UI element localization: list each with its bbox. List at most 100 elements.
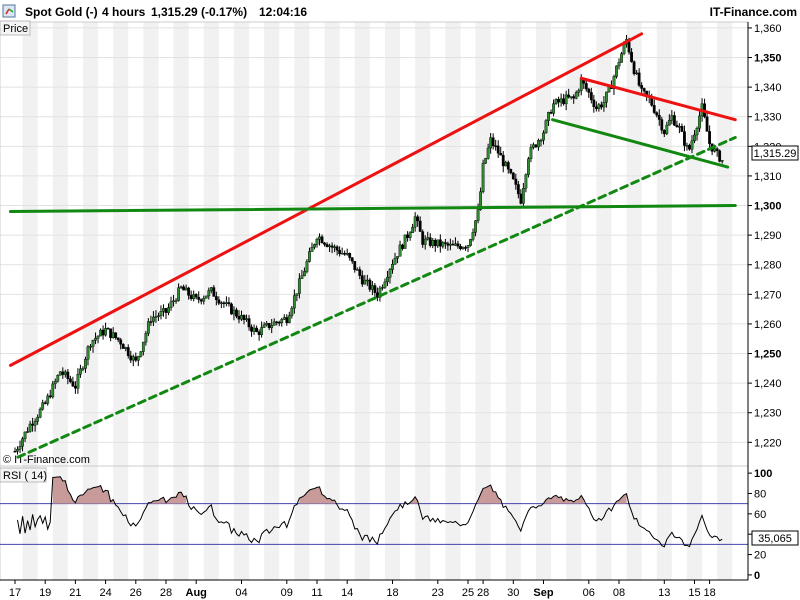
candle-body [685,145,689,147]
candle-body [280,319,284,323]
candle [136,355,140,367]
candle [94,332,97,345]
rsi-date-stripe [717,466,733,580]
candle-body [194,294,198,298]
candle-body [272,321,276,326]
price-tick-label: 1,230 [754,408,782,420]
candle-body [617,62,621,67]
candle-body [381,287,384,289]
candle-body [597,104,601,109]
candle [174,298,178,304]
date-stripe [173,22,189,466]
candle [335,245,339,256]
price-tick-label: 1,270 [754,289,782,301]
candle-body [705,116,709,132]
candle [323,241,326,247]
candle-body [197,296,201,300]
candle [187,286,191,300]
candle-body [48,395,52,398]
candle [383,278,387,289]
candle-body [413,216,417,228]
candle [310,242,314,252]
candle-body [657,114,661,120]
trendline-green-horizontal-support [8,204,737,213]
candle-body [328,245,331,248]
rsi-tick-label: 60 [754,509,766,521]
candle-body [655,112,659,116]
candle-body [469,239,472,246]
candle-body [277,322,281,324]
candle-body [182,286,186,291]
candle-body [94,337,97,341]
candle [305,259,309,274]
candle [577,88,581,97]
candle-body [333,246,337,249]
candle-body [451,243,455,246]
candle [720,160,724,164]
rsi-date-stripe [686,466,703,580]
candle-body [18,446,22,450]
candle [194,293,198,300]
candle-body [144,333,148,343]
candle [693,130,696,144]
candle [26,427,29,433]
candle-body [292,295,296,309]
candle-body [496,145,500,154]
candle-body [433,239,437,247]
candle-body [547,112,550,121]
candle-body [119,339,123,345]
rsi-tick-label: 100 [754,468,772,480]
candle [657,109,661,126]
candle-body [76,374,80,389]
date-stripe [505,22,521,466]
price-panel-tab[interactable] [0,20,31,36]
candle-body [232,309,236,315]
candle [144,330,148,346]
rsi-tick-label: 0 [754,570,760,582]
candle-body [378,287,382,298]
date-tick-label: 17 [9,587,21,599]
candle [217,296,221,306]
candle [587,87,591,98]
date-tick-label: 19 [39,587,51,599]
date-tick-label: 30 [507,587,519,599]
candle [589,87,593,104]
rsi-panel-tab[interactable] [0,467,47,483]
candle [615,65,618,79]
candle [705,110,709,132]
candle-body [235,309,238,317]
candle [119,337,123,350]
candle [524,173,528,193]
candle-body [660,119,664,131]
candle-body [36,416,40,422]
candle-body [315,239,319,245]
candle-body [514,178,518,185]
candle-body [715,148,719,152]
candle [81,366,85,372]
candle-body [214,296,218,301]
candle-body [423,238,427,245]
candle-body [363,279,367,285]
date-stripe [686,22,703,466]
candle [149,315,153,326]
candle-body [476,209,480,221]
candle [230,302,233,315]
candle [292,289,296,314]
candle [207,287,211,300]
candle [295,293,299,302]
candle [56,374,60,383]
candle [177,283,180,302]
candle [690,135,694,154]
candle-body [652,105,656,113]
candle [441,241,445,249]
date-stripe [626,22,642,466]
candle-body [282,317,286,320]
last-change-label: 1,315.29 (-0.17%) [151,5,247,19]
candle-body [330,245,334,248]
candle-body [56,375,60,382]
candle [167,303,170,316]
price-tick-label: 1,310 [754,171,782,183]
candle-body [13,451,17,453]
brand-label: IT-Finance.com [710,5,797,19]
candle [96,335,100,344]
